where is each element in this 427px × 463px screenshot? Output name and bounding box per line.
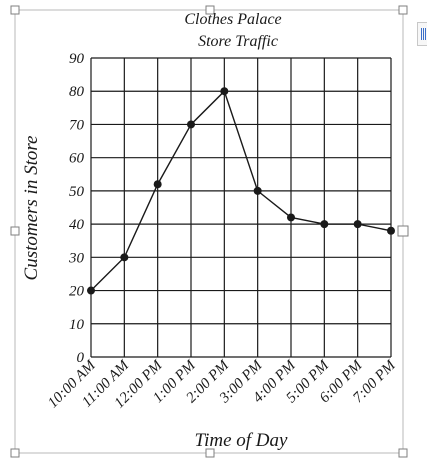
y-tick-label: 90 — [69, 51, 85, 67]
y-tick-label: 60 — [69, 151, 85, 167]
data-point — [353, 220, 362, 229]
resize-handle-bottom[interactable] — [205, 448, 215, 458]
resize-handle-top-left[interactable] — [10, 5, 20, 15]
data-point — [320, 220, 329, 229]
data-point — [87, 286, 95, 295]
y-tick-label: 70 — [69, 117, 85, 133]
y-tick-label: 20 — [69, 284, 85, 300]
data-point — [153, 180, 162, 189]
y-axis-label: Customers in Store — [21, 136, 42, 281]
x-axis-label: Time of Day — [195, 430, 288, 451]
resize-handle-top[interactable] — [205, 5, 215, 15]
chart-title: Clothes Palace — [184, 11, 281, 28]
data-point — [387, 226, 395, 235]
resize-handle-right[interactable] — [397, 225, 409, 237]
y-tick-label: 10 — [69, 317, 85, 333]
y-tick-label: 0 — [77, 350, 85, 366]
gridlines — [90, 57, 392, 358]
data-point — [253, 186, 262, 195]
layout-options-glyph — [421, 28, 427, 40]
data-point — [187, 120, 195, 129]
selection-frame[interactable] — [10, 5, 409, 458]
y-tick-label: 50 — [69, 184, 85, 200]
y-tick-label: 40 — [69, 217, 85, 233]
chart-subtitle: Store Traffic — [198, 33, 278, 50]
y-tick-label: 30 — [68, 250, 85, 266]
series-line — [90, 89, 392, 292]
resize-handle-bottom-right[interactable] — [398, 448, 408, 458]
data-point — [120, 253, 129, 262]
data-point — [220, 87, 229, 96]
layout-options-icon[interactable] — [417, 22, 427, 46]
y-tick-label: 80 — [69, 84, 85, 100]
resize-handle-top-right[interactable] — [398, 5, 408, 15]
y-tick-labels: 0 10 20 30 40 50 60 70 80 90 — [68, 51, 85, 366]
resize-handle-left[interactable] — [10, 226, 20, 236]
series-group — [87, 87, 395, 295]
data-point — [287, 213, 295, 222]
resize-handle-bottom-left[interactable] — [10, 448, 20, 458]
